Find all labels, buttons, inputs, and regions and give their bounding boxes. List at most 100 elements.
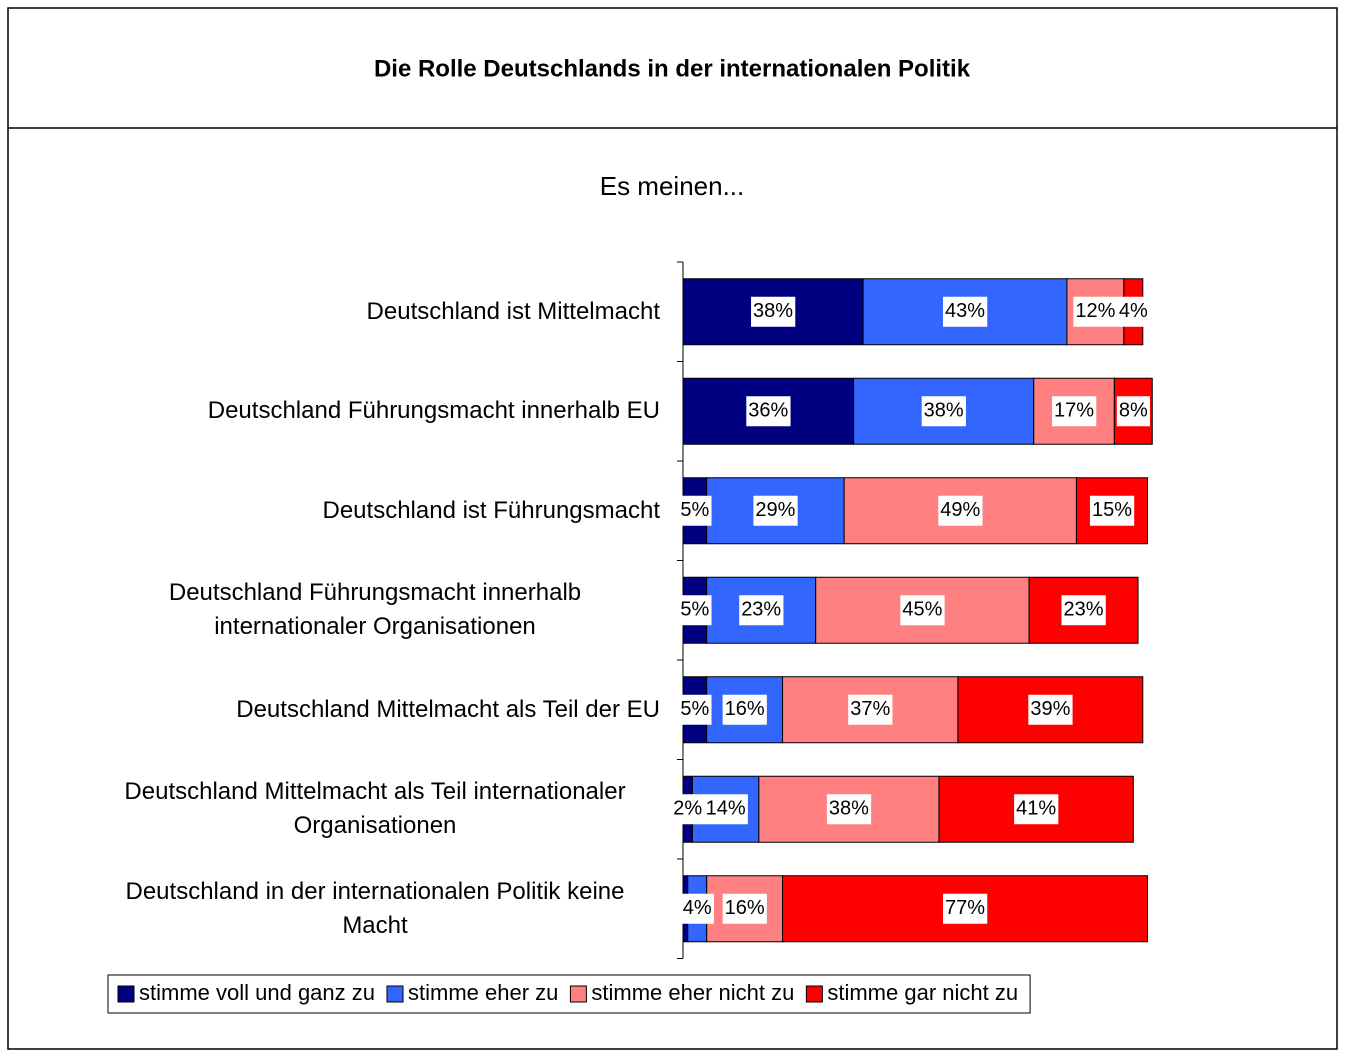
value-label-bg [1116, 296, 1150, 327]
value-label: 2% [673, 798, 702, 820]
value-label-bg [678, 595, 712, 626]
value-label-bg [921, 396, 966, 427]
chart-title: Die Rolle Deutschlands in der internatio… [374, 55, 971, 82]
value-label: 38% [924, 400, 964, 422]
value-label-bg [722, 893, 767, 924]
value-label-group: 2% [671, 794, 705, 825]
value-label-bg [943, 296, 988, 327]
legend-swatch [386, 985, 404, 1003]
value-label-group: 4% [1116, 296, 1150, 327]
value-label-group: 41% [1014, 794, 1059, 825]
value-label: 29% [755, 499, 795, 521]
value-label: 16% [725, 897, 765, 919]
value-label-group: 14% [703, 794, 748, 825]
value-label-bg [722, 694, 767, 725]
value-label: 77% [945, 897, 985, 919]
value-label-bg [746, 396, 791, 427]
value-label-bg [1089, 495, 1135, 526]
value-label: 37% [850, 698, 890, 720]
value-label-bg [1028, 694, 1073, 725]
value-label-bg [678, 495, 712, 526]
category-label: Deutschland ist Mittelmacht [366, 297, 660, 325]
value-label-group: 16% [722, 694, 767, 725]
value-label: 8% [1119, 400, 1148, 422]
value-label-group: 38% [921, 396, 966, 427]
value-label-group: 23% [739, 595, 784, 626]
value-label-group: 77% [943, 893, 988, 924]
category-label: Deutschland Führungsmacht innerhalb inte… [168, 579, 582, 641]
value-label: 17% [1054, 400, 1094, 422]
value-label-bg [900, 595, 945, 626]
value-label-group: 43% [943, 296, 988, 327]
value-label-bg [671, 794, 705, 825]
value-label-group: 8% [1116, 396, 1150, 427]
value-label-group: 5% [678, 595, 712, 626]
value-label: 23% [1064, 599, 1104, 621]
category-label: Deutschland in der internationalen Polit… [125, 877, 625, 939]
value-label-group: 15% [1089, 495, 1135, 526]
value-label-group: 39% [1028, 694, 1073, 725]
value-label-group: 45% [900, 595, 945, 626]
value-label-bg [753, 495, 798, 526]
value-label-bg [943, 893, 988, 924]
value-label-group: 36% [746, 396, 791, 427]
value-label-bg [826, 794, 872, 825]
value-label: 41% [1016, 798, 1056, 820]
value-label-bg [1073, 296, 1118, 327]
value-label-group: 29% [753, 495, 798, 526]
value-label-bg [1014, 794, 1059, 825]
value-label: 43% [945, 300, 985, 322]
value-label: 12% [1075, 300, 1115, 322]
value-label: 5% [680, 499, 709, 521]
value-label-bg [938, 495, 983, 526]
value-label: 4% [683, 897, 712, 919]
legend-label: stimme voll und ganz zu [139, 980, 375, 1005]
value-label-group: 49% [938, 495, 983, 526]
legend: stimme voll und ganz zu stimme eher zu sti… [107, 974, 1031, 1014]
value-label: 16% [725, 698, 765, 720]
value-label-bg [678, 694, 712, 725]
category-label: Deutschland Mittelmacht als Teil interna… [124, 778, 626, 840]
value-label: 38% [829, 798, 869, 820]
value-label: 14% [706, 798, 746, 820]
chart-subtitle: Es meinen... [600, 171, 745, 201]
value-label-group: 5% [678, 694, 712, 725]
legend-label: stimme eher zu [408, 980, 558, 1005]
value-label-bg [1052, 396, 1097, 427]
value-label: 45% [902, 599, 942, 621]
category-label-box: Deutschland in der internationalen Polit… [90, 859, 660, 959]
value-label-bg [680, 893, 714, 924]
value-label: 5% [680, 698, 709, 720]
value-label-bg [1061, 595, 1106, 626]
value-label-group: 38% [751, 296, 796, 327]
bar-segment [706, 576, 817, 644]
category-label: Deutschland Führungsmacht innerhalb EU [207, 397, 660, 425]
legend-label: stimme gar nicht zu [827, 980, 1018, 1005]
category-label-box: Deutschland ist Führungsmacht [90, 461, 661, 561]
value-label-group: 17% [1052, 396, 1097, 427]
value-label-group: 23% [1061, 595, 1106, 626]
value-label-bg [751, 296, 796, 327]
category-label: Deutschland Mittelmacht als Teil der EU [236, 695, 660, 723]
category-label-box: Deutschland Mittelmacht als Teil interna… [90, 759, 660, 859]
category-label: Deutschland ist Führungsmacht [322, 496, 661, 524]
category-label-box: Deutschland Mittelmacht als Teil der EU [90, 660, 660, 760]
value-label-bg [848, 694, 893, 725]
value-label-group: 16% [722, 893, 767, 924]
category-label-box: Deutschland Führungsmacht innerhalb inte… [90, 560, 660, 660]
value-label-group: 12% [1073, 296, 1118, 327]
value-label-group: 5% [678, 495, 712, 526]
value-label: 49% [940, 499, 980, 521]
value-label-bg [739, 595, 784, 626]
legend-swatch [805, 985, 823, 1003]
value-label: 5% [680, 599, 709, 621]
value-label: 38% [753, 300, 793, 322]
value-label-group: 38% [826, 794, 872, 825]
value-label-bg [703, 794, 748, 825]
legend-swatch [117, 985, 135, 1003]
value-label: 23% [741, 599, 781, 621]
value-label-group: 4% [680, 893, 714, 924]
value-label-group: 37% [848, 694, 893, 725]
